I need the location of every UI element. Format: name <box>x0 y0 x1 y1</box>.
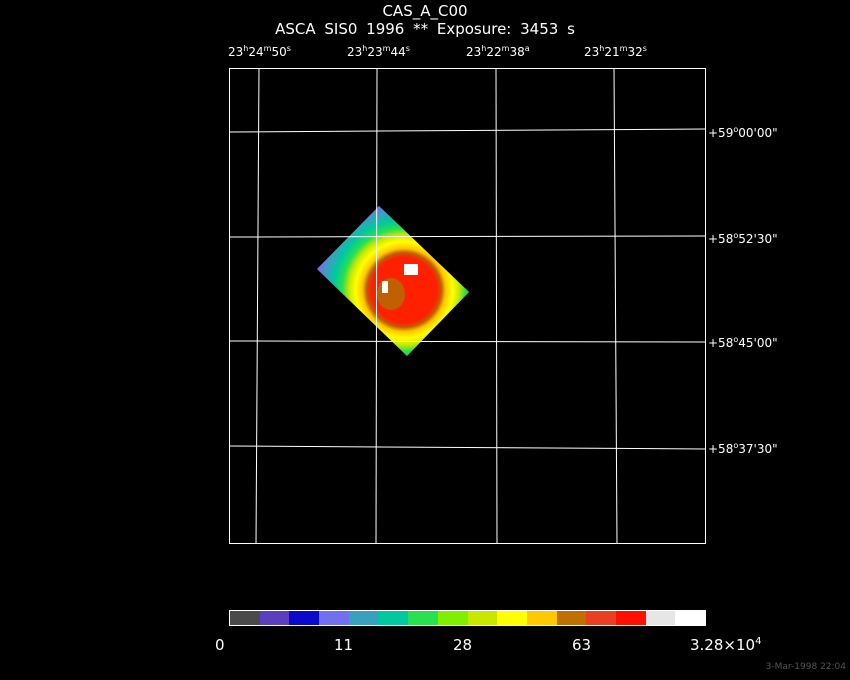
image-subtitle: ASCA SIS0 1996 ** Exposure: 3453 s <box>275 20 575 38</box>
timestamp: 3-Mar-1998 22:04 <box>765 662 846 672</box>
colorbar-swatch <box>645 611 676 625</box>
sky-image-frame <box>229 68 706 544</box>
dec-label: +59o00'00" <box>708 125 778 140</box>
colorbar-swatch <box>467 611 498 625</box>
dec-label: +58o37'30" <box>708 441 778 456</box>
colorbar-swatch <box>497 611 527 625</box>
colorbar-label: 63 <box>572 636 592 654</box>
dec-label: +58o45'00" <box>708 335 778 350</box>
ra-label: 23h23m44s <box>347 44 410 59</box>
colorbar-swatch <box>378 611 409 625</box>
coordinate-grid <box>229 68 706 544</box>
colorbar-swatch <box>675 611 705 625</box>
colorbar-label: 11 <box>334 636 354 654</box>
colorbar <box>229 610 706 626</box>
colorbar-swatch <box>408 611 438 625</box>
colorbar-max-label: 3.28×104 <box>690 636 762 654</box>
colorbar-swatch <box>526 611 557 625</box>
colorbar-swatch <box>348 611 379 625</box>
dec-label: +58o52'30" <box>708 231 778 246</box>
colorbar-swatch <box>289 611 320 625</box>
colorbar-label: 28 <box>453 636 473 654</box>
colorbar-swatch <box>556 611 587 625</box>
colorbar-swatch <box>615 611 646 625</box>
ra-label: 23h21m32s <box>584 44 647 59</box>
colorbar-swatch <box>319 611 349 625</box>
colorbar-swatch <box>259 611 290 625</box>
colorbar-swatch <box>586 611 616 625</box>
colorbar-label: 0 <box>215 636 225 654</box>
detector-image <box>317 206 469 356</box>
colorbar-swatch <box>230 611 260 625</box>
ra-label: 23h22m38a <box>466 44 530 59</box>
image-title: CAS_A_C00 <box>382 2 468 20</box>
colorbar-swatch <box>437 611 468 625</box>
ra-label: 23h24m50s <box>228 44 291 59</box>
